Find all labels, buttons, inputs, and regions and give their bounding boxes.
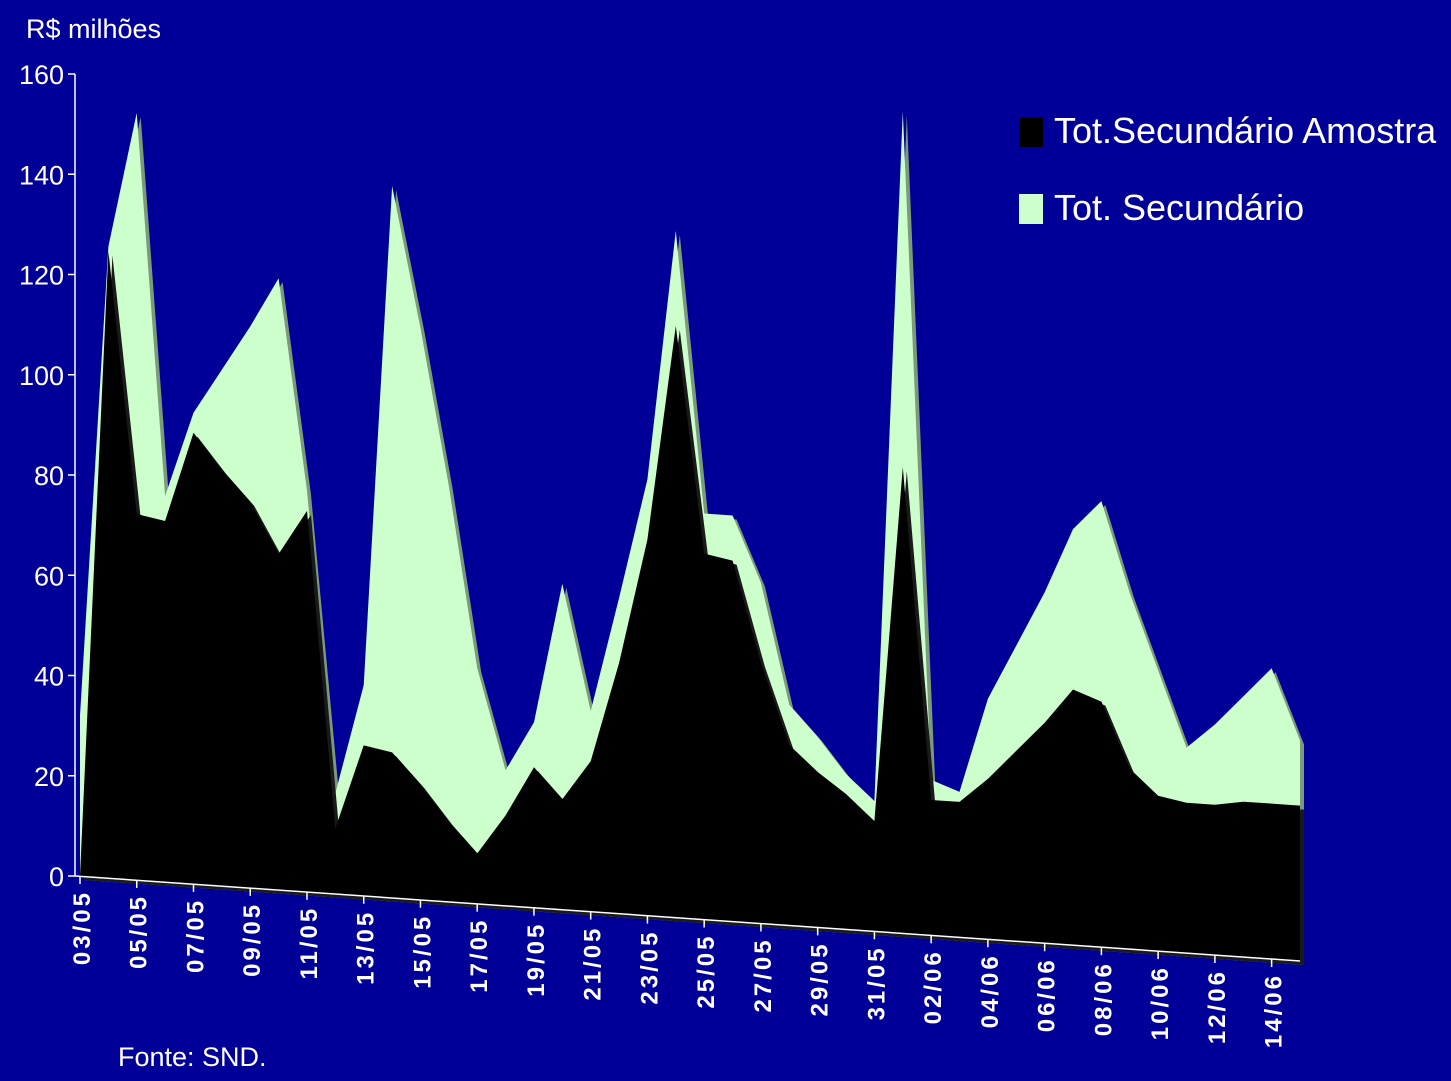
y-tick-label: 0 <box>49 862 64 892</box>
x-tick-label: 27/05 <box>750 937 777 1012</box>
x-tick-label: 05/05 <box>126 894 153 969</box>
x-ticks: 03/05 05/05 07/05 09/05 11/05 13/05 15/05 17/05… <box>69 876 1288 1048</box>
x-tick-label: 19/05 <box>523 922 550 997</box>
y-ticks: 0 20 40 60 80 100 120 140 160 <box>19 60 75 892</box>
x-tick-label: 02/06 <box>920 949 947 1024</box>
x-tick-label: 21/05 <box>580 926 607 1001</box>
legend: Tot.Secundário Amostra Tot. Secundário <box>1019 110 1437 228</box>
x-tick-label: 17/05 <box>466 918 493 993</box>
x-tick-label: 12/06 <box>1204 969 1231 1044</box>
legend-swatch-2 <box>1019 194 1043 224</box>
x-tick-label: 15/05 <box>409 914 436 989</box>
y-tick-label: 80 <box>34 461 64 491</box>
x-axis-line <box>74 875 1301 962</box>
x-tick-label: 06/06 <box>1034 957 1061 1032</box>
area-series-1 <box>80 251 1300 961</box>
x-tick-label: 29/05 <box>807 941 834 1016</box>
legend-label-2: Tot. Secundário <box>1054 187 1304 228</box>
x-tick-label: 10/06 <box>1147 965 1174 1040</box>
x-tick-label: 11/05 <box>296 906 323 980</box>
x-tick-label: 25/05 <box>693 933 720 1008</box>
y-tick-label: 20 <box>34 762 64 792</box>
source-note: Fonte: SND. <box>118 1042 267 1072</box>
y-tick-label: 40 <box>34 662 64 692</box>
x-tick-label: 04/06 <box>977 953 1004 1028</box>
y-tick-label: 60 <box>34 561 64 591</box>
legend-label-1: Tot.Secundário Amostra <box>1054 110 1437 151</box>
x-tick-label: 13/05 <box>353 910 380 985</box>
y-tick-label: 160 <box>19 60 64 90</box>
y-tick-label: 120 <box>19 261 64 291</box>
y-tick-label: 140 <box>19 160 64 190</box>
x-tick-label: 08/06 <box>1090 961 1117 1036</box>
legend-swatch-1 <box>1019 117 1043 147</box>
plot-areas <box>80 111 1304 966</box>
x-tick-label: 07/05 <box>182 898 209 973</box>
x-tick-label: 03/05 <box>69 890 96 965</box>
x-tick-label: 09/05 <box>239 902 266 977</box>
y-unit-label: R$ milhões <box>26 14 161 44</box>
x-tick-label: 31/05 <box>863 945 890 1020</box>
x-tick-label: 23/05 <box>636 930 663 1005</box>
x-tick-label: 14/06 <box>1261 973 1288 1048</box>
y-tick-label: 100 <box>19 361 64 391</box>
